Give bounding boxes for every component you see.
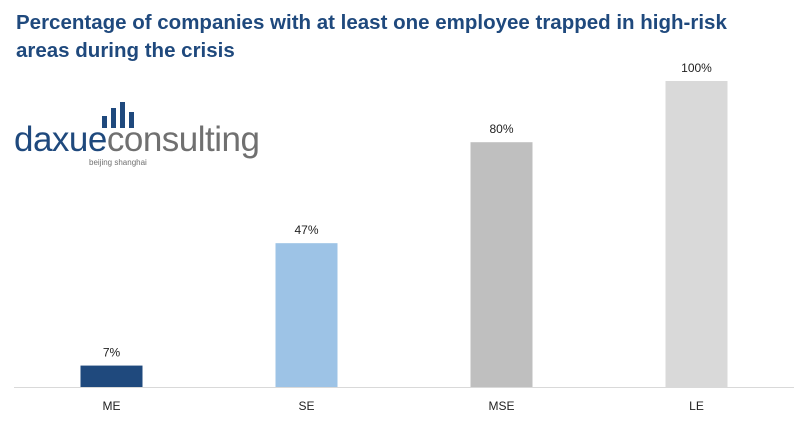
x-tick-label-le: LE	[689, 399, 704, 413]
x-tick-label-mse: MSE	[488, 399, 514, 413]
logo-wordmark: daxueconsulting	[14, 120, 260, 160]
x-tick-label-me: ME	[103, 399, 121, 413]
logo-word-consulting: consulting	[106, 120, 260, 159]
chart-title: Percentage of companies with at least on…	[16, 11, 727, 62]
logo-tagline: beijing shanghai	[89, 158, 147, 167]
bar-le	[665, 81, 728, 387]
daxue-consulting-logo: daxueconsulting beijing shanghai	[14, 100, 304, 170]
labels-group: 7% ME 47% SE 80% MSE 100% LE	[103, 61, 713, 413]
logo-bars-icon	[102, 100, 138, 128]
data-label-se: 47%	[294, 223, 318, 237]
x-tick-label-se: SE	[298, 399, 314, 413]
data-label-le: 100%	[681, 61, 712, 75]
bars-group	[80, 81, 728, 387]
data-label-me: 7%	[103, 346, 121, 360]
logo-word-daxue: daxue	[14, 120, 107, 159]
data-label-mse: 80%	[489, 122, 513, 136]
bar-me	[80, 365, 143, 387]
bar-se	[275, 243, 338, 387]
bar-mse	[470, 142, 533, 387]
